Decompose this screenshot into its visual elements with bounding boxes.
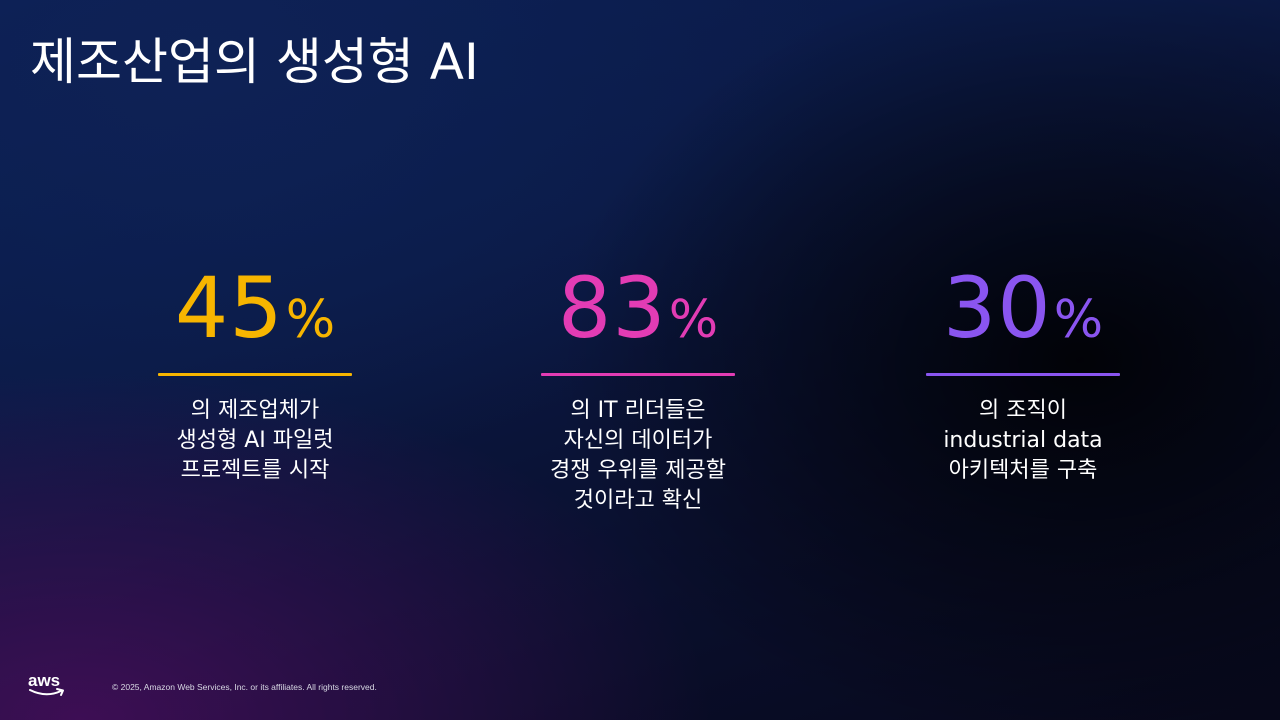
stat-description: 의 IT 리더들은 자신의 데이터가 경쟁 우위를 제공할 것이라고 확신 <box>518 396 758 516</box>
stat-description-line: 의 제조업체가 <box>190 398 320 423</box>
stat-percent-sign: % <box>1053 290 1104 350</box>
stat-divider <box>158 373 352 376</box>
slide-title: 제조산업의 생성형 AI <box>30 33 479 91</box>
stat-description-line: industrial data <box>943 428 1103 453</box>
stat-value: 83% <box>518 258 758 358</box>
stat-description-line: 프로젝트를 시작 <box>180 458 330 483</box>
stat-percent-sign: % <box>285 290 336 350</box>
stat-card-organizations: 30% 의 조직이 industrial data 아키텍처를 구축 <box>903 258 1143 486</box>
stat-description: 의 조직이 industrial data 아키텍처를 구축 <box>903 396 1143 486</box>
stat-description-line: 의 IT 리더들은 <box>570 398 706 423</box>
stat-description-line: 의 조직이 <box>979 398 1067 423</box>
stat-number: 83 <box>557 259 667 357</box>
stat-percent-sign: % <box>668 290 719 350</box>
stat-description-line: 생성형 AI 파일럿 <box>176 428 334 453</box>
stat-card-manufacturers: 45% 의 제조업체가 생성형 AI 파일럿 프로젝트를 시작 <box>135 258 375 486</box>
stat-number: 30 <box>942 259 1052 357</box>
footer: aws © 2025, Amazon Web Services, Inc. or… <box>28 672 377 702</box>
stat-description-line: 아키텍처를 구축 <box>948 458 1098 483</box>
stat-description-line: 것이라고 확신 <box>573 488 703 513</box>
stat-value: 30% <box>903 258 1143 358</box>
aws-logo-icon: aws <box>28 672 68 702</box>
copyright-text: © 2025, Amazon Web Services, Inc. or its… <box>112 682 377 692</box>
stat-divider <box>541 373 735 376</box>
stat-description-line: 경쟁 우위를 제공할 <box>550 458 726 483</box>
aws-logo-text: aws <box>28 671 61 690</box>
stat-description-line: 자신의 데이터가 <box>563 428 713 453</box>
stat-value: 45% <box>135 258 375 358</box>
stat-number: 45 <box>174 259 284 357</box>
stat-card-it-leaders: 83% 의 IT 리더들은 자신의 데이터가 경쟁 우위를 제공할 것이라고 확… <box>518 258 758 516</box>
aws-smile-icon <box>29 688 64 696</box>
stat-description: 의 제조업체가 생성형 AI 파일럿 프로젝트를 시작 <box>135 396 375 486</box>
stat-divider <box>926 373 1120 376</box>
